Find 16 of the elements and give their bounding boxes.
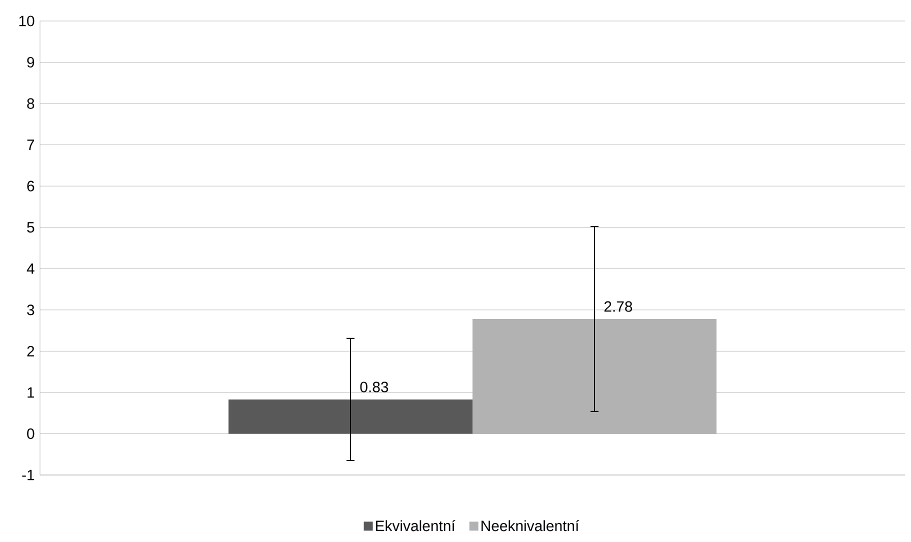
legend-label: Ekvivalentní <box>376 520 456 532</box>
legend-label: Neeknivalentní <box>482 520 580 532</box>
y-tick-label: 1 <box>28 387 34 398</box>
data-label: 2.78 <box>604 301 632 312</box>
data-label: 0.83 <box>360 382 388 392</box>
y-tick-label: 6 <box>27 180 34 192</box>
y-tick-label: -1 <box>22 470 34 480</box>
y-tick-label: 4 <box>26 263 34 274</box>
y-tick-label: 3 <box>27 304 34 316</box>
y-tick-label: 0 <box>27 428 34 440</box>
y-tick-label: 8 <box>27 98 34 109</box>
y-tick-label: 2 <box>27 346 34 356</box>
y-tick-label: 7 <box>27 140 34 150</box>
y-tick-label: 9 <box>27 56 34 68</box>
y-tick-label: 5 <box>27 222 34 233</box>
y-tick-label: 10 <box>19 16 34 26</box>
